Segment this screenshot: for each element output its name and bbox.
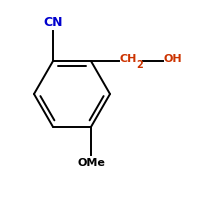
Text: 2: 2 — [136, 60, 143, 70]
Text: OMe: OMe — [77, 158, 105, 168]
Text: OH: OH — [164, 54, 183, 64]
Text: CH: CH — [120, 54, 137, 64]
Text: CN: CN — [43, 16, 63, 29]
